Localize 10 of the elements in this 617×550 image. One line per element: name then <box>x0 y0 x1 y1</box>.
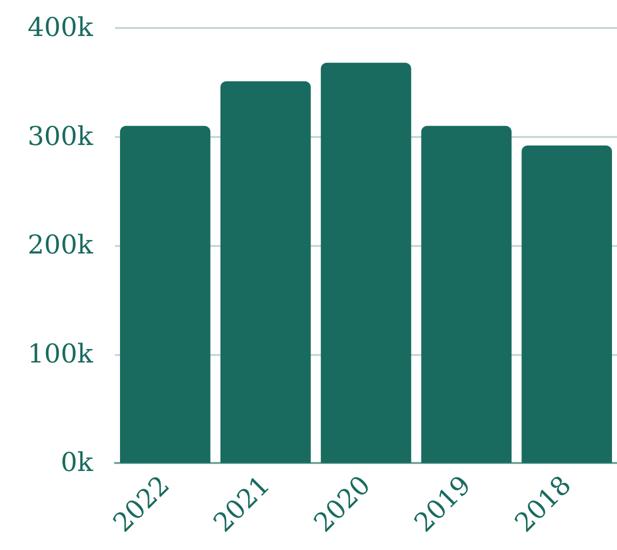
y-tick-label: 0k <box>60 448 94 478</box>
bar <box>320 62 412 463</box>
y-tick-label: 400k <box>28 13 94 43</box>
bar <box>421 126 512 463</box>
y-tick-label: 200k <box>28 230 94 260</box>
bar <box>120 126 210 463</box>
bar <box>220 81 311 463</box>
y-tick-label: 100k <box>28 339 94 370</box>
bar <box>522 145 612 463</box>
y-tick-label: 300k <box>28 122 94 152</box>
